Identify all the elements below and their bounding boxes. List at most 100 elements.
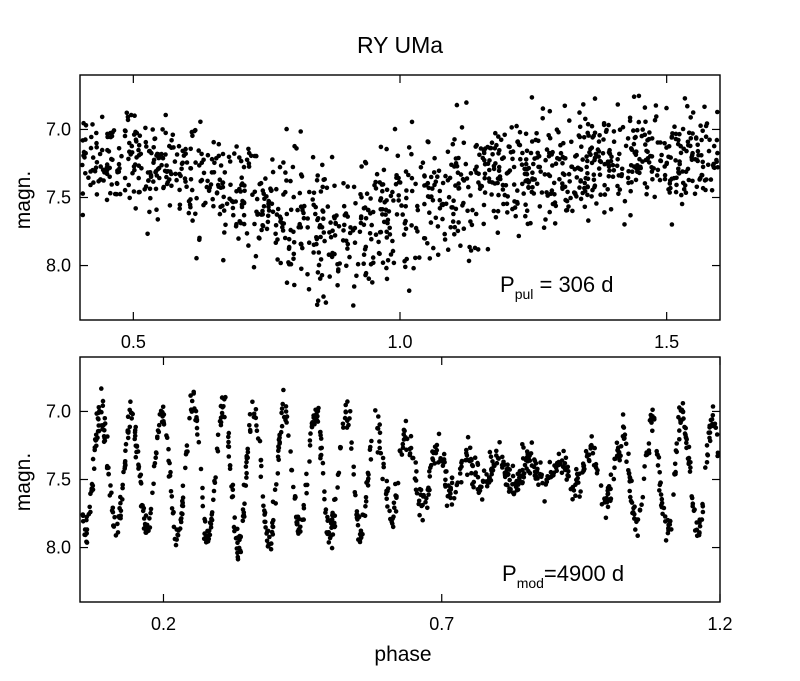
top-data-point bbox=[363, 160, 369, 166]
top-data-point bbox=[431, 170, 437, 175]
bottom-data-point bbox=[532, 469, 538, 475]
top-data-point bbox=[317, 224, 322, 230]
bottom-data-point bbox=[697, 523, 703, 529]
bottom-data-point bbox=[605, 504, 611, 510]
top-data-point bbox=[211, 170, 217, 175]
top-data-point bbox=[511, 182, 517, 187]
top-data-point bbox=[253, 253, 259, 259]
top-data-point bbox=[358, 192, 363, 197]
top-data-point bbox=[156, 155, 161, 161]
bottom-data-point bbox=[99, 423, 104, 428]
top-data-point bbox=[695, 142, 700, 148]
top-data-point bbox=[94, 192, 100, 197]
top-data-point bbox=[633, 134, 638, 140]
top-data-point bbox=[581, 135, 587, 140]
bottom-data-point bbox=[102, 428, 107, 433]
top-data-point bbox=[122, 175, 128, 181]
top-data-point bbox=[80, 212, 86, 218]
top-data-point bbox=[426, 185, 432, 191]
top-data-point bbox=[391, 260, 397, 266]
top-data-point bbox=[552, 221, 558, 226]
bottom-data-point bbox=[442, 482, 448, 488]
top-data-point bbox=[388, 252, 394, 257]
top-data-point bbox=[547, 173, 553, 179]
top-data-point bbox=[645, 156, 651, 161]
top-data-point bbox=[260, 212, 266, 217]
top-data-point bbox=[650, 177, 655, 182]
top-data-point bbox=[88, 169, 93, 174]
top-data-point bbox=[533, 137, 539, 143]
top-data-point bbox=[487, 145, 493, 151]
bottom-data-point bbox=[134, 449, 139, 455]
top-data-point bbox=[318, 234, 323, 240]
top-data-point bbox=[297, 190, 303, 196]
bottom-data-point bbox=[240, 507, 246, 512]
bottom-data-point bbox=[301, 505, 307, 511]
bottom-data-point bbox=[472, 455, 478, 461]
top-data-point bbox=[222, 170, 228, 175]
top-data-point bbox=[547, 209, 552, 215]
top-data-point bbox=[384, 235, 390, 240]
top-data-point bbox=[538, 169, 543, 174]
top-data-point bbox=[482, 175, 488, 181]
top-data-point bbox=[493, 215, 499, 220]
bottom-data-point bbox=[425, 505, 430, 511]
top-data-point bbox=[402, 221, 408, 226]
top-data-point bbox=[611, 129, 617, 134]
top-data-point bbox=[83, 123, 89, 128]
top-data-point bbox=[425, 241, 430, 246]
top-data-point bbox=[643, 119, 648, 125]
top-data-point bbox=[703, 134, 709, 139]
bottom-data-point bbox=[708, 417, 714, 423]
top-data-point bbox=[707, 137, 712, 143]
bottom-data-point bbox=[296, 527, 302, 532]
bottom-data-point bbox=[481, 468, 487, 474]
top-data-point bbox=[512, 205, 518, 210]
top-data-point bbox=[315, 298, 321, 304]
top-data-point bbox=[670, 131, 675, 136]
bottom-data-point bbox=[166, 458, 171, 464]
top-data-point bbox=[668, 185, 673, 191]
bottom-data-point bbox=[714, 432, 720, 437]
bottom-data-point bbox=[151, 481, 156, 487]
bottom-data-point bbox=[562, 466, 568, 472]
bottom-data-point bbox=[532, 457, 537, 462]
bottom-data-point bbox=[318, 436, 324, 441]
bottom-data-point bbox=[420, 517, 426, 523]
top-data-point bbox=[205, 152, 211, 158]
bottom-data-point bbox=[235, 554, 241, 560]
bottom-data-point bbox=[136, 464, 142, 470]
bottom-data-point bbox=[292, 494, 298, 499]
top-data-point bbox=[174, 152, 180, 157]
top-data-point bbox=[189, 129, 195, 135]
top-data-point bbox=[630, 169, 635, 174]
top-data-point bbox=[437, 188, 443, 194]
bottom-data-point bbox=[504, 466, 510, 472]
top-data-point bbox=[651, 166, 656, 171]
top-data-point bbox=[203, 200, 208, 206]
top-data-point bbox=[237, 155, 242, 160]
top-data-point bbox=[370, 255, 376, 260]
top-data-point bbox=[585, 158, 590, 164]
bottom-data-point bbox=[212, 480, 218, 486]
top-data-point bbox=[430, 198, 436, 203]
bottom-data-point bbox=[229, 484, 234, 489]
top-data-point bbox=[481, 150, 487, 156]
top-data-point bbox=[390, 248, 396, 254]
top-data-point bbox=[362, 246, 368, 252]
top-data-point bbox=[530, 170, 535, 175]
top-data-point bbox=[133, 206, 138, 211]
top-data-point bbox=[220, 184, 226, 190]
top-data-point bbox=[352, 225, 358, 231]
top-data-point bbox=[176, 143, 182, 149]
top-data-point bbox=[468, 248, 474, 253]
top-data-point bbox=[142, 187, 147, 192]
bottom-data-point bbox=[704, 460, 710, 465]
bottom-data-point bbox=[129, 416, 134, 421]
top-data-point bbox=[237, 186, 242, 192]
top-data-point bbox=[601, 137, 606, 142]
bottom-data-point bbox=[391, 514, 396, 519]
bottom-data-point bbox=[140, 503, 145, 508]
top-data-point bbox=[623, 143, 629, 149]
top-panel: magn. 0.5 1.0 1.5 7.0 7.5 8.0 Ppul = 306 d bbox=[12, 74, 721, 352]
